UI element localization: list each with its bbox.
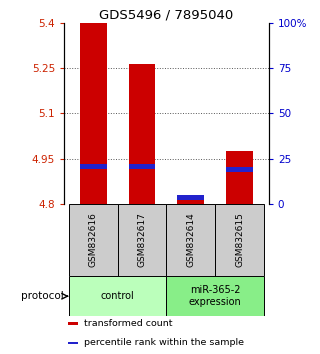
Bar xyxy=(129,64,156,204)
Bar xyxy=(68,342,78,344)
Bar xyxy=(69,204,118,276)
Title: GDS5496 / 7895040: GDS5496 / 7895040 xyxy=(99,9,234,22)
Text: GSM832615: GSM832615 xyxy=(235,212,244,267)
Bar xyxy=(177,195,204,200)
Bar xyxy=(69,276,166,316)
Bar xyxy=(68,322,78,325)
Text: GSM832616: GSM832616 xyxy=(89,212,98,267)
Bar xyxy=(166,204,215,276)
Bar xyxy=(215,204,264,276)
Bar xyxy=(118,204,166,276)
Bar xyxy=(129,164,156,169)
Bar xyxy=(80,164,107,169)
Text: control: control xyxy=(101,291,134,301)
Bar xyxy=(226,151,253,204)
Text: transformed count: transformed count xyxy=(84,319,173,328)
Text: protocol: protocol xyxy=(21,291,64,301)
Bar xyxy=(166,276,264,316)
Text: GSM832614: GSM832614 xyxy=(186,213,195,267)
Text: GSM832617: GSM832617 xyxy=(138,212,147,267)
Text: miR-365-2
expression: miR-365-2 expression xyxy=(189,285,242,307)
Bar xyxy=(226,167,253,172)
Bar xyxy=(80,23,107,204)
Text: percentile rank within the sample: percentile rank within the sample xyxy=(84,338,244,347)
Bar xyxy=(177,195,204,204)
